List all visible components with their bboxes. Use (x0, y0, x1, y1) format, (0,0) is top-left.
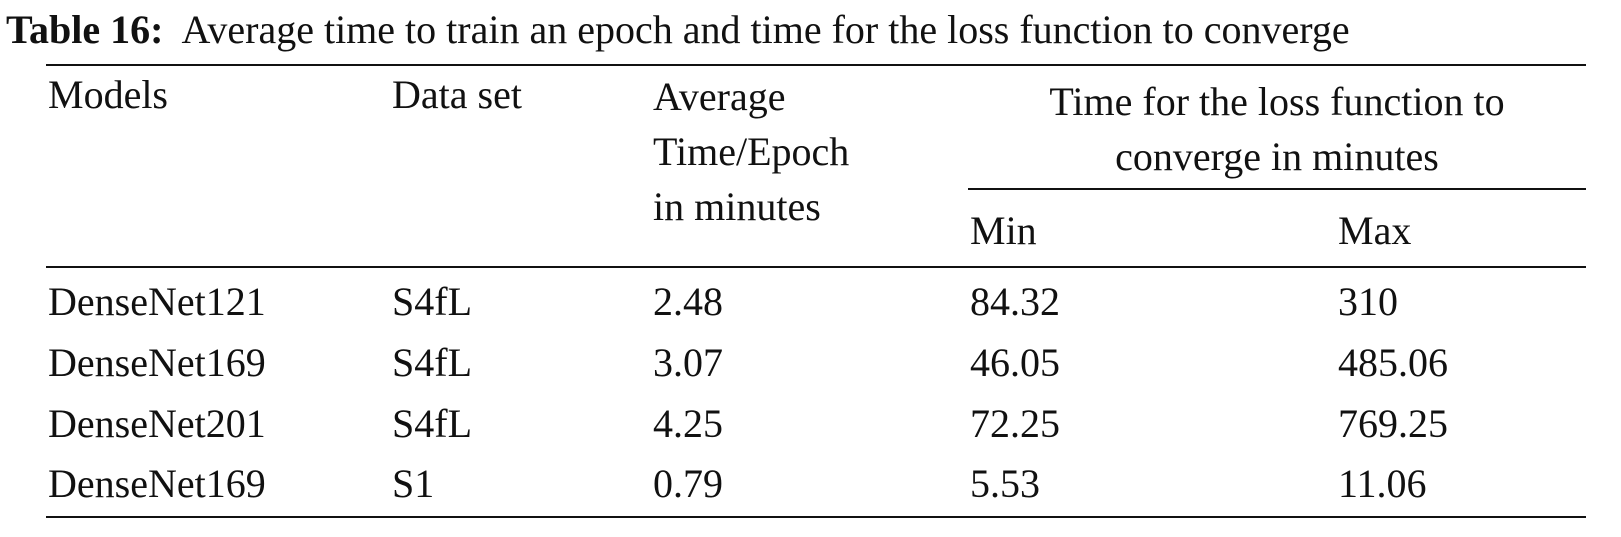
row-2-max: 485.06 (1338, 340, 1448, 385)
row-2-model: DenseNet169 (48, 340, 266, 385)
row-4-dataset: S1 (392, 461, 435, 506)
row-2-average: 3.07 (653, 340, 723, 385)
row-4-model: DenseNet169 (48, 461, 266, 506)
row-3-max: 769.25 (1338, 401, 1448, 446)
table-bottom-rule (46, 516, 1586, 518)
header-models: Models (48, 72, 168, 117)
row-2-min: 46.05 (970, 340, 1060, 385)
table-top-rule (46, 64, 1586, 66)
header-converge-time-line-2: converge in minutes (1115, 134, 1439, 179)
header-converge-time-line-1: Time for the loss function to (1049, 79, 1505, 124)
row-1-max: 310 (1338, 279, 1398, 324)
header-average-time-line-2: Time/Epoch (653, 129, 850, 174)
row-1-dataset: S4fL (392, 279, 472, 324)
header-min: Min (970, 208, 1037, 253)
row-1-model: DenseNet121 (48, 279, 266, 324)
header-max: Max (1338, 208, 1412, 253)
row-2-dataset: S4fL (392, 340, 472, 385)
row-4-min: 5.53 (970, 461, 1040, 506)
header-bottom-rule (46, 266, 1586, 268)
row-4-average: 0.79 (653, 461, 723, 506)
row-3-average: 4.25 (653, 401, 723, 446)
header-average-time-line-3: in minutes (653, 184, 821, 229)
header-sub-rule (968, 188, 1586, 190)
row-3-dataset: S4fL (392, 401, 472, 446)
row-1-min: 84.32 (970, 279, 1060, 324)
row-4-max: 11.06 (1338, 461, 1427, 506)
row-1-average: 2.48 (653, 279, 723, 324)
table-caption-text: Average time to train an epoch and time … (181, 7, 1350, 52)
header-average-time-line-1: Average (653, 74, 786, 119)
header-dataset: Data set (392, 72, 522, 117)
row-3-model: DenseNet201 (48, 401, 266, 446)
table-caption: Table 16: Average time to train an epoch … (6, 5, 1616, 55)
row-3-min: 72.25 (970, 401, 1060, 446)
table-caption-label: Table 16: (6, 7, 164, 52)
header-average-time: Average Time/Epoch in minutes (653, 69, 849, 234)
header-converge-time: Time for the loss function to converge i… (968, 74, 1586, 184)
